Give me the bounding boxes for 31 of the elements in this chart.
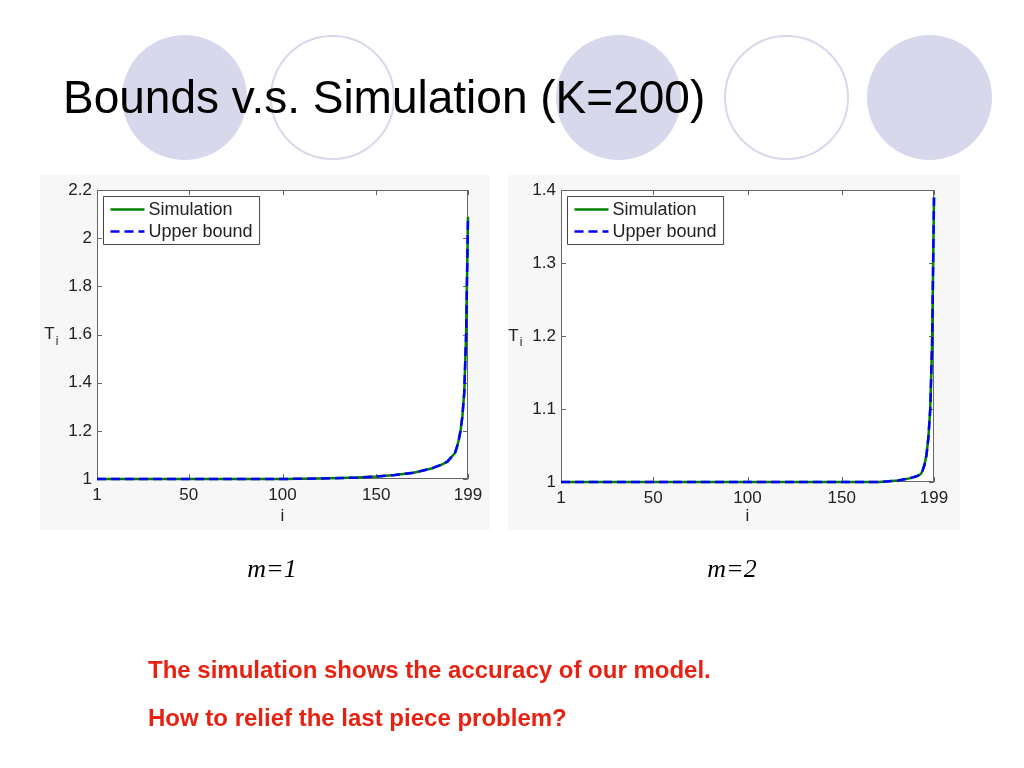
y-tick-label: 1.2: [68, 420, 92, 440]
y-tick-label: 1: [546, 471, 556, 491]
x-tick-label: 199: [919, 487, 949, 507]
y-tick-label: 1.4: [68, 372, 92, 392]
x-tick-label: 50: [179, 484, 199, 504]
x-tick-label: 100: [268, 484, 297, 504]
text: Bounds v.s. Simulation (K=200): [63, 71, 706, 123]
x-tick-label: 150: [827, 487, 856, 507]
y-tick-label: 1.1: [532, 398, 556, 418]
x-tick-label: 50: [643, 487, 663, 507]
y-tick-label: 1.4: [532, 179, 556, 199]
text: m=1: [247, 554, 297, 583]
y-tick-label: 1.8: [68, 276, 92, 296]
y-tick-label: 1.3: [532, 252, 556, 272]
y-tick-label: 1.2: [532, 325, 556, 345]
x-tick-label: 100: [733, 487, 762, 507]
y-tick-label: 2: [82, 228, 92, 248]
text: The simulation shows the accuracy of our model.: [148, 655, 711, 685]
y-tick-label: 2.2: [68, 179, 92, 199]
x-axis-title: i: [745, 506, 750, 526]
y-tick-label: 1: [82, 468, 92, 488]
x-axis-title: i: [280, 506, 285, 526]
x-tick-label: 199: [453, 484, 483, 504]
legend-label: Simulation: [612, 199, 697, 220]
legend-label: Upper bound: [148, 221, 253, 242]
legend-label: Upper bound: [612, 221, 717, 242]
y-tick-label: 1.6: [68, 324, 92, 344]
text: m=2: [707, 554, 757, 583]
text: How to relief the last piece problem?: [148, 703, 568, 733]
x-tick-label: 150: [362, 484, 391, 504]
legend-label: Simulation: [148, 199, 233, 220]
